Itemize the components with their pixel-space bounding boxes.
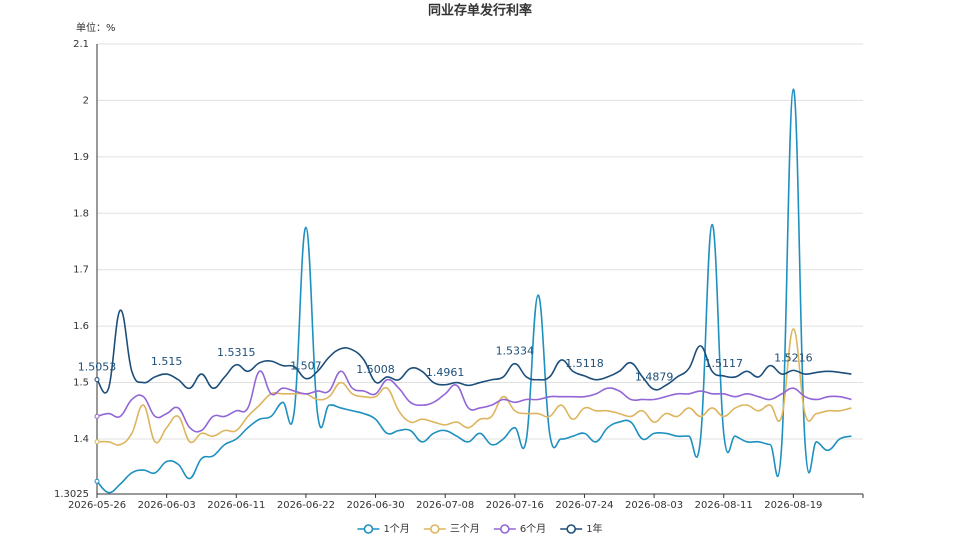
legend-label: 1年 xyxy=(586,522,602,535)
legend-label: 1个月 xyxy=(383,523,409,535)
x-tick-label: 2026-07-24 xyxy=(555,500,613,511)
legend-item: 6个月 xyxy=(493,523,546,535)
data-label: 1.5117 xyxy=(704,357,743,370)
legend-item: 1年 xyxy=(560,522,603,535)
data-label: 1.5053 xyxy=(78,361,117,374)
unit-label: 单位：% xyxy=(76,21,116,34)
data-label: 1.515 xyxy=(151,355,183,368)
data-label: 1.4879 xyxy=(635,370,674,383)
y-tick-label: 1.5 xyxy=(73,378,89,389)
x-tick-label: 2026-07-16 xyxy=(486,500,544,511)
data-label: 1.5118 xyxy=(565,357,604,370)
series-line xyxy=(96,328,852,446)
legend-icon xyxy=(430,524,440,534)
x-tick-label: 2026-08-19 xyxy=(764,500,822,511)
series-line xyxy=(96,370,852,433)
y-tick-label: 1.4 xyxy=(73,434,89,445)
x-tick-label: 2026-07-08 xyxy=(416,500,474,511)
data-label: 1.507 xyxy=(290,360,322,373)
y-tick-label: 2.1 xyxy=(73,39,89,50)
data-label: 1.5008 xyxy=(356,363,395,376)
x-tick-label: 2026-06-03 xyxy=(138,500,196,511)
x-tick-label: 2026-08-11 xyxy=(695,500,753,511)
y-tick-label: 2 xyxy=(83,95,89,106)
legend-icon xyxy=(566,524,576,534)
series-start-marker xyxy=(94,413,100,419)
legend: 1个月 三个月 6个月 1年 xyxy=(357,522,603,535)
legend-label: 三个月 xyxy=(450,523,480,535)
legend-label: 6个月 xyxy=(520,523,546,535)
data-label: 1.5216 xyxy=(774,351,813,364)
x-tick-label: 2026-06-22 xyxy=(277,500,335,511)
y-tick-label: 1.8 xyxy=(73,208,89,219)
y-tick-label: 1.9 xyxy=(73,152,89,163)
y-tick-label: 1.3025 xyxy=(54,489,89,500)
legend-icon xyxy=(500,524,510,534)
series-start-marker xyxy=(94,478,100,484)
series-line xyxy=(96,309,852,394)
legend-icon xyxy=(363,524,374,534)
x-tick-label: 2026-08-03 xyxy=(625,500,683,511)
x-tick-label: 2026-06-11 xyxy=(207,500,265,511)
y-tick-label: 1.7 xyxy=(73,265,89,276)
legend-item: 三个月 xyxy=(423,523,480,535)
x-tick-label: 2026-06-30 xyxy=(346,500,404,511)
chart-title: 同业存单发行利率 xyxy=(428,3,532,19)
series-start-marker xyxy=(94,377,100,383)
legend-item: 1个月 xyxy=(357,523,410,535)
y-tick-label: 1.6 xyxy=(73,321,89,332)
data-label: 1.4961 xyxy=(426,366,465,379)
x-tick-label: 2026-05-26 xyxy=(68,500,126,511)
series-start-marker xyxy=(94,439,100,445)
data-label: 1.5334 xyxy=(496,345,535,358)
data-label: 1.5315 xyxy=(217,346,256,359)
series-line xyxy=(96,88,852,494)
